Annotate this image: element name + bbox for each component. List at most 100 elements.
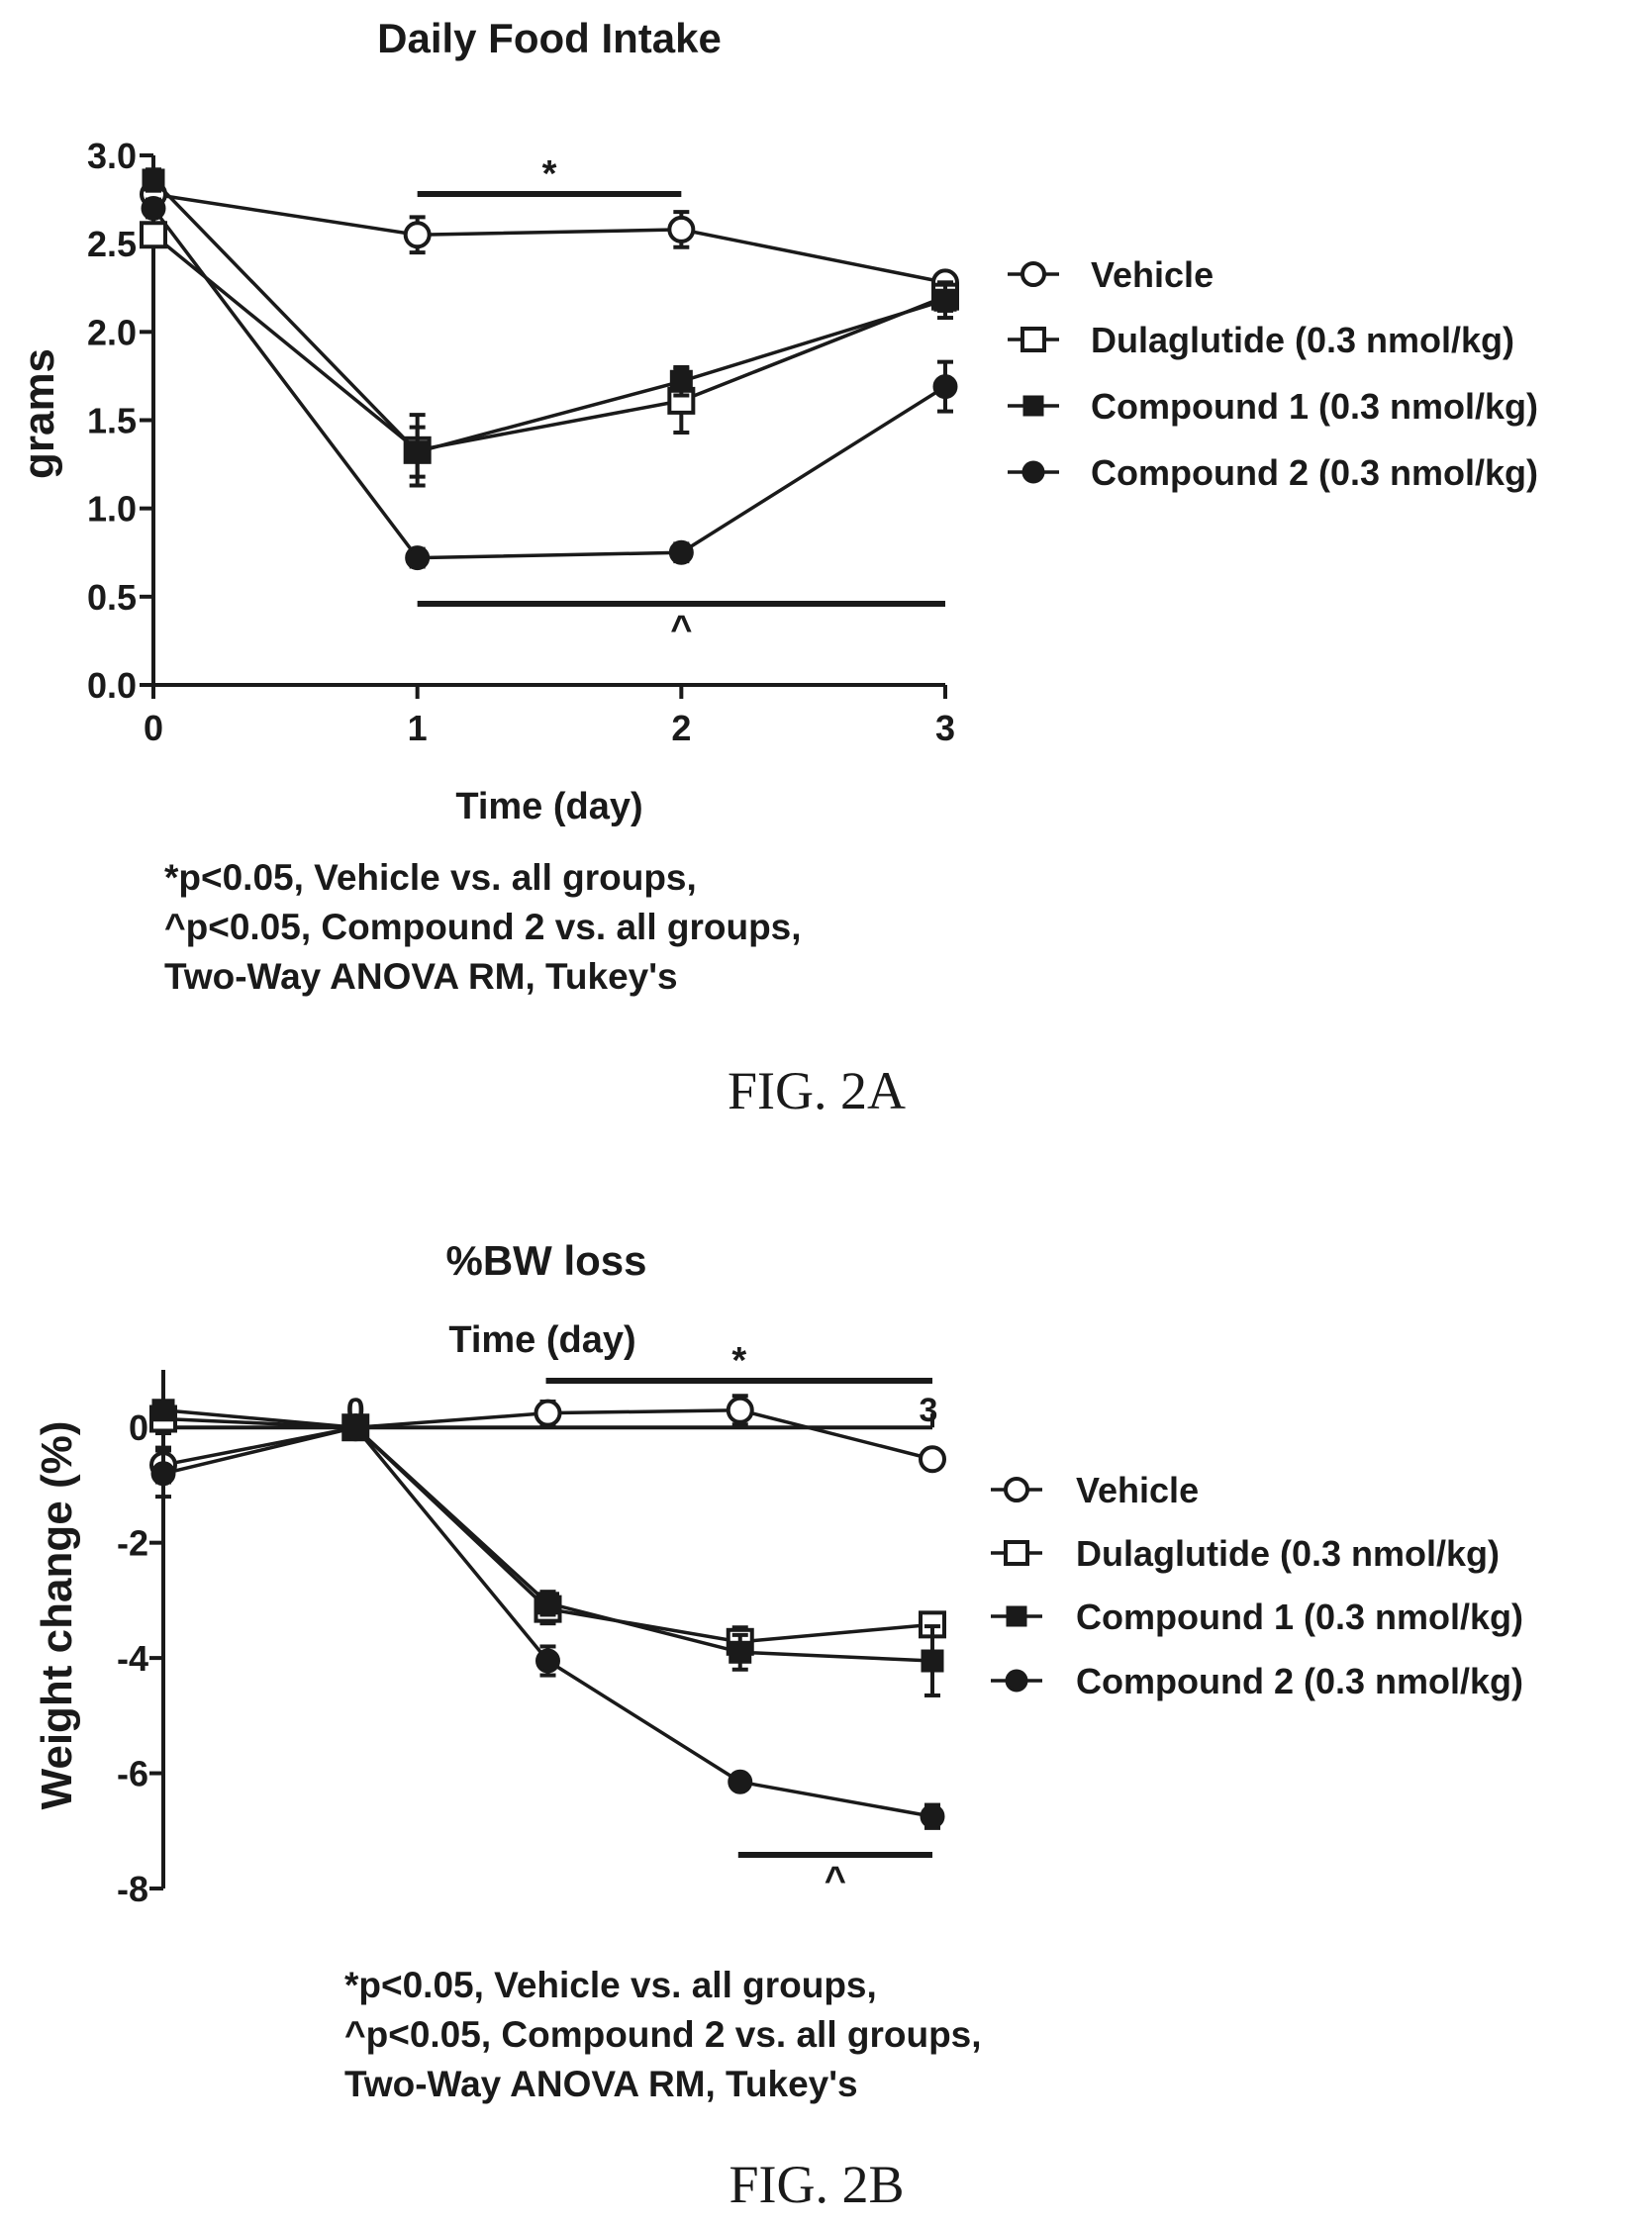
data-point <box>403 221 432 249</box>
plot-area: 0.0 0.5 1.0 1.5 2.0 2.5 3.0 0 1 2 3 * ^ <box>87 136 959 748</box>
legend-marker <box>1022 395 1044 417</box>
legend-item-1: Vehicle <box>1008 254 1214 295</box>
data-point <box>728 1769 753 1794</box>
footnote-3: Two-Way ANOVA RM, Tukey's <box>344 2064 858 2104</box>
x-tick-label: 2 <box>671 708 691 748</box>
data-point <box>536 1592 559 1615</box>
data-point <box>534 1399 562 1427</box>
y-axis-label: Weight change (%) <box>33 1421 81 1810</box>
data-point <box>667 215 696 243</box>
data-point <box>669 369 693 393</box>
series-line <box>152 192 946 285</box>
footnote-1: *p<0.05, Vehicle vs. all groups, <box>164 857 697 898</box>
legend-marker <box>1021 460 1045 484</box>
y-tick-label: 3.0 <box>87 136 137 176</box>
legend: Vehicle Dulaglutide (0.3 nmol/kg) Compound… <box>1008 254 1538 493</box>
data-point <box>151 1399 175 1422</box>
figure-label: FIG. 2A <box>728 1061 906 1120</box>
y-tick-label: 2.0 <box>87 312 137 352</box>
y-tick-label: -6 <box>117 1754 148 1794</box>
legend-marker <box>1006 1605 1027 1627</box>
y-axis-label: grams <box>15 348 63 479</box>
y-tick-label: -2 <box>117 1523 148 1564</box>
legend-marker <box>1004 1477 1029 1502</box>
data-point <box>921 1649 944 1673</box>
legend-item-3: Compound 1 (0.3 nmol/kg) <box>1008 386 1538 427</box>
y-tick-label: 2.5 <box>87 224 137 264</box>
data-point <box>729 1640 752 1664</box>
chart-daily-food-intake: Daily Food Intake grams Time (day) *p<0.… <box>15 15 1538 1120</box>
data-point <box>933 288 957 312</box>
x-tick-label: 3 <box>935 708 955 748</box>
legend-marker <box>1005 1669 1028 1693</box>
data-point <box>535 1648 560 1674</box>
x-tick-label: 3 <box>920 1392 938 1429</box>
significance-symbol: * <box>731 1340 746 1382</box>
y-tick-label: 1.0 <box>87 489 137 530</box>
legend-label: Compound 1 (0.3 nmol/kg) <box>1076 1597 1523 1637</box>
legend-label: Compound 1 (0.3 nmol/kg) <box>1091 386 1538 427</box>
y-tick-label: 1.5 <box>87 401 137 441</box>
significance-symbol: ^ <box>670 609 692 650</box>
footnote-3: Two-Way ANOVA RM, Tukey's <box>164 956 678 997</box>
series-4 <box>141 196 958 571</box>
x-tick-label: 1 <box>408 708 428 748</box>
legend-label: Compound 2 (0.3 nmol/kg) <box>1091 452 1538 493</box>
y-tick-label: -8 <box>117 1869 148 1909</box>
footnote-2: ^p<0.05, Compound 2 vs. all groups, <box>344 2014 982 2055</box>
legend: Vehicle Dulaglutide (0.3 nmol/kg) Compound… <box>991 1470 1523 1701</box>
data-point <box>141 196 166 221</box>
legend-label: Vehicle <box>1076 1470 1199 1510</box>
legend-marker <box>1020 327 1046 352</box>
legend-label: Compound 2 (0.3 nmol/kg) <box>1076 1661 1523 1701</box>
legend-label: Vehicle <box>1091 254 1214 295</box>
legend-label: Dulaglutide (0.3 nmol/kg) <box>1076 1533 1500 1574</box>
series-3 <box>142 167 957 479</box>
data-point <box>726 1396 754 1424</box>
significance-symbol: * <box>542 153 557 195</box>
series-1 <box>140 180 959 297</box>
y-tick-label: 0 <box>129 1407 148 1448</box>
y-tick-label: 0.5 <box>87 577 137 618</box>
data-point <box>140 221 167 249</box>
chart-title: %BW loss <box>445 1237 646 1284</box>
legend-item-2: Dulaglutide (0.3 nmol/kg) <box>991 1533 1500 1574</box>
legend-item-1: Vehicle <box>991 1470 1199 1510</box>
y-tick-label: 0.0 <box>87 665 137 706</box>
data-point <box>667 386 696 415</box>
data-point <box>920 1803 945 1829</box>
series-line <box>151 178 946 454</box>
x-axis-label: Time (day) <box>448 1319 635 1361</box>
legend-item-4: Compound 2 (0.3 nmol/kg) <box>1008 452 1538 493</box>
series-line <box>151 233 946 452</box>
legend-item-2: Dulaglutide (0.3 nmol/kg) <box>1008 320 1514 360</box>
data-point <box>150 1461 176 1487</box>
x-tick-label: 0 <box>144 708 163 748</box>
series-4 <box>150 1414 945 1830</box>
series-line <box>151 207 946 560</box>
legend-label: Dulaglutide (0.3 nmol/kg) <box>1091 320 1514 360</box>
series-2 <box>149 1402 946 1659</box>
data-point <box>405 545 431 571</box>
plot-area: 0-2-4-6-80 3*^ <box>117 1340 946 1909</box>
chart-title: Daily Food Intake <box>377 15 722 61</box>
data-point <box>142 168 165 192</box>
significance-symbol: ^ <box>825 1860 846 1901</box>
y-tick-label: -4 <box>117 1638 148 1679</box>
legend-marker <box>1004 1540 1029 1566</box>
data-point <box>406 440 430 464</box>
footnote-1: *p<0.05, Vehicle vs. all groups, <box>344 1965 877 2005</box>
data-point <box>342 1414 368 1440</box>
data-point <box>668 539 694 565</box>
legend-marker <box>1020 261 1046 287</box>
legend-item-3: Compound 1 (0.3 nmol/kg) <box>991 1597 1523 1637</box>
series-1 <box>149 1394 946 1485</box>
chart-bw-loss: %BW loss Time (day) Weight change (%) *p… <box>33 1237 1523 2214</box>
x-axis-label: Time (day) <box>455 786 642 827</box>
data-point <box>932 374 958 400</box>
figure-label: FIG. 2B <box>729 2155 904 2214</box>
data-point <box>919 1445 946 1474</box>
footnote-2: ^p<0.05, Compound 2 vs. all groups, <box>164 907 802 947</box>
legend-item-4: Compound 2 (0.3 nmol/kg) <box>991 1661 1523 1701</box>
